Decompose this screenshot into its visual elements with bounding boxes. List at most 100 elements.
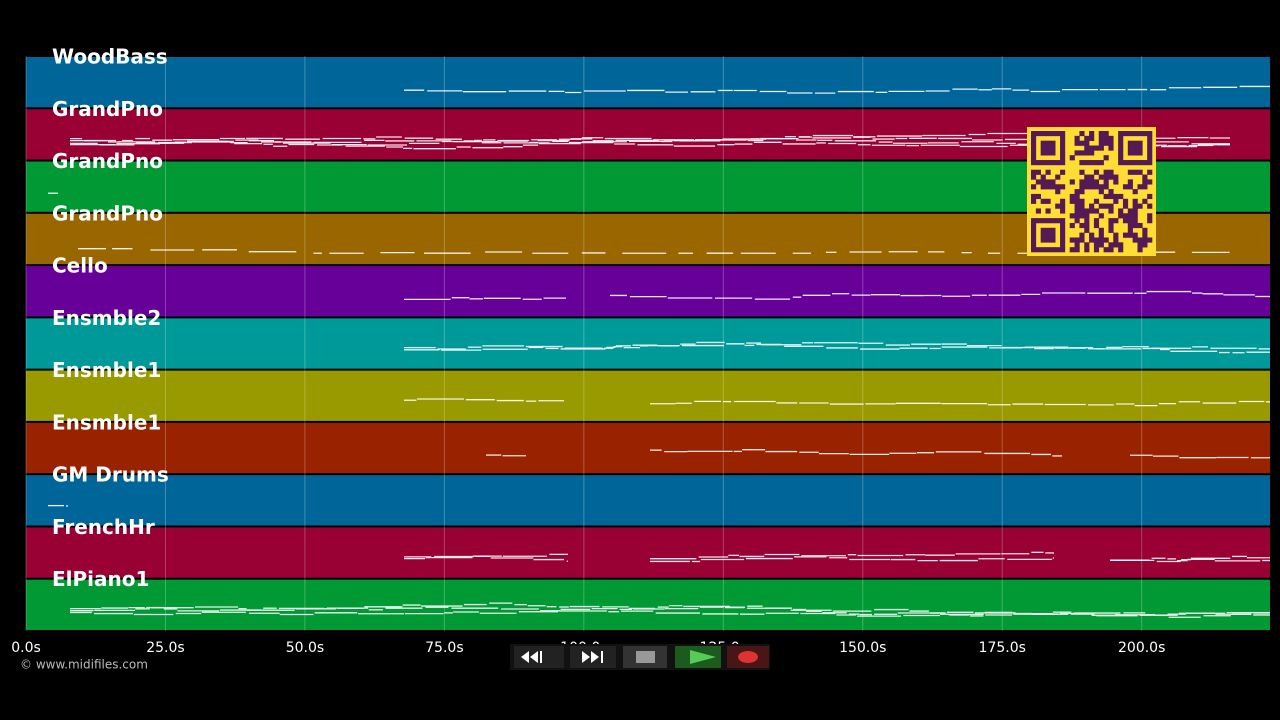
qr-cell — [1142, 237, 1148, 243]
time-tick-label: 175.0s — [979, 640, 1026, 656]
qr-cell — [1060, 155, 1066, 161]
qr-cell — [1031, 169, 1037, 175]
qr-cell — [1118, 135, 1124, 141]
time-tick-label: 150.0s — [839, 640, 886, 656]
qr-cell — [1108, 174, 1114, 180]
qr-cell — [1142, 242, 1148, 248]
qr-cell — [1132, 145, 1138, 151]
qr-cell — [1060, 218, 1066, 224]
qr-cell — [1147, 179, 1153, 185]
track-name: GrandPno — [52, 149, 163, 173]
qr-cell — [1045, 179, 1051, 185]
forward-button[interactable] — [570, 646, 616, 668]
qr-cell — [1103, 203, 1109, 209]
qr-cell — [1060, 203, 1066, 209]
track-name: Cello — [52, 254, 108, 278]
qr-cell — [1093, 208, 1100, 214]
qr-cell — [1132, 131, 1138, 137]
qr-cell — [1050, 140, 1056, 146]
qr-cell — [1142, 160, 1148, 166]
qr-cell — [1098, 213, 1104, 219]
qr-cell — [1127, 208, 1133, 214]
qr-cell — [1142, 184, 1148, 190]
qr-cell — [1147, 169, 1153, 175]
qr-cell — [1108, 140, 1114, 146]
qr-cell — [1055, 203, 1061, 209]
qr-cell — [1040, 145, 1046, 151]
qr-cell — [1132, 169, 1138, 175]
qr-cell — [1084, 227, 1090, 233]
qr-cell — [1122, 213, 1129, 219]
time-tick-label: 50.0s — [286, 640, 324, 656]
qr-cell — [1098, 203, 1104, 209]
qr-cell — [1089, 203, 1095, 209]
qr-cell — [1079, 198, 1085, 204]
qr-cell — [1050, 227, 1056, 233]
qr-cell — [1127, 131, 1133, 137]
qr-cell — [1089, 150, 1095, 156]
qr-cell — [1050, 218, 1056, 224]
qr-cell — [1127, 218, 1133, 224]
qr-cell — [1147, 193, 1153, 200]
qr-cell — [1079, 222, 1085, 229]
qr-cell — [1035, 169, 1041, 175]
qr-cell — [1060, 145, 1066, 151]
time-tick-label: 75.0s — [425, 640, 463, 656]
qr-cell — [1035, 193, 1041, 200]
qr-cell — [1069, 155, 1075, 161]
play-button[interactable] — [675, 646, 721, 668]
qr-cell — [1093, 169, 1100, 175]
track-lane — [26, 57, 1270, 108]
qr-cell — [1137, 145, 1143, 151]
qr-cell — [1118, 160, 1124, 166]
qr-cell — [1069, 213, 1075, 219]
qr-cell — [1079, 169, 1085, 175]
qr-cell — [1093, 237, 1100, 243]
qr-cell — [1060, 169, 1066, 175]
qr-cell — [1108, 222, 1114, 229]
qr-cell — [1084, 135, 1090, 141]
qr-cell — [1035, 208, 1041, 214]
qr-cell — [1055, 189, 1061, 195]
qr-cell — [1079, 208, 1085, 214]
qr-cell — [1074, 189, 1080, 195]
qr-cell — [1074, 140, 1080, 146]
rewind-button[interactable] — [514, 646, 564, 668]
qr-cell — [1108, 247, 1114, 253]
qr-cell — [1084, 242, 1090, 248]
qr-cell — [1084, 208, 1090, 214]
qr-cell — [1040, 150, 1046, 156]
qr-cell — [1103, 169, 1109, 175]
record-button[interactable] — [727, 646, 769, 668]
qr-cell — [1060, 198, 1066, 204]
qr-cell — [1147, 135, 1153, 141]
qr-cell — [1074, 242, 1080, 248]
qr-cell — [1127, 179, 1133, 185]
qr-cell — [1103, 193, 1109, 200]
qr-cell — [1127, 227, 1133, 233]
qr-cell — [1132, 150, 1138, 156]
qr-cell — [1031, 218, 1037, 224]
qr-cell — [1089, 179, 1095, 185]
qr-cell — [1060, 232, 1066, 238]
qr-code — [1027, 127, 1156, 256]
qr-cell — [1118, 242, 1124, 248]
qr-cell — [1113, 232, 1119, 238]
qr-cell — [1060, 208, 1066, 214]
qr-cell — [1093, 160, 1100, 166]
qr-cell — [1127, 150, 1133, 156]
qr-cell — [1060, 247, 1066, 253]
qr-cell — [1031, 247, 1037, 253]
qr-cell — [1127, 169, 1133, 175]
qr-cell — [1031, 131, 1037, 137]
qr-cell — [1098, 140, 1104, 146]
qr-cell — [1137, 160, 1143, 166]
track-labels: WoodBass GrandPno GrandPno GrandPno Cello Ens… — [52, 45, 169, 592]
qr-cell — [1089, 237, 1095, 243]
qr-cell — [1098, 232, 1104, 238]
qr-cell — [1060, 237, 1066, 243]
stop-button[interactable] — [623, 646, 667, 668]
qr-cell — [1074, 135, 1080, 141]
qr-cell — [1079, 140, 1085, 146]
qr-cell — [1093, 247, 1100, 253]
